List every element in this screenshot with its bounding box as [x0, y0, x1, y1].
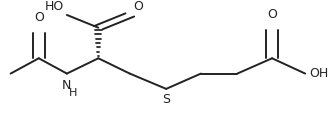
Text: O: O [267, 8, 277, 21]
Text: HO: HO [44, 0, 63, 13]
Text: N: N [62, 79, 71, 92]
Text: OH: OH [309, 67, 328, 80]
Text: O: O [34, 11, 44, 24]
Text: H: H [69, 88, 77, 98]
Text: O: O [134, 0, 144, 13]
Text: S: S [162, 93, 170, 106]
